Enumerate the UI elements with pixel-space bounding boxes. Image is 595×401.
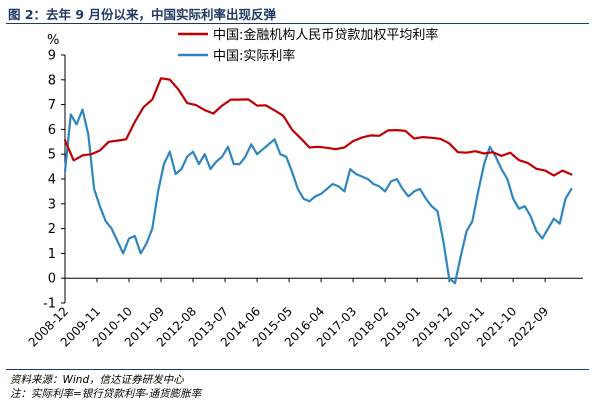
x-axis: 2008-122009-112010-102011-092012-082013-… xyxy=(26,277,583,350)
figure-title: 图 2：去年 9 月份以来，中国实际利率出现反弹 xyxy=(8,7,276,22)
y-tick-label: 0 xyxy=(48,272,56,287)
formula-note: 注：实际利率=银行贷款利率-通货膨胀率 xyxy=(10,388,202,400)
y-tick-label: 5 xyxy=(48,148,56,163)
y-axis: -1 0 1 2 3 4 5 6 7 8 9 xyxy=(43,49,66,312)
title-underline xyxy=(6,23,589,24)
line-chart: -1 0 1 2 3 4 5 6 7 8 9 2008-122009-112010-102011-0… xyxy=(26,27,583,350)
legend-label: 中国:实际利率 xyxy=(213,48,295,64)
y-tick-label: 9 xyxy=(48,49,56,64)
y-tick-label: 1 xyxy=(48,247,56,262)
source-note: 资料来源：Wind，信达证券研发中心 xyxy=(10,374,184,386)
series-line-loan-rate xyxy=(63,77,573,177)
y-tick-label: -1 xyxy=(43,297,56,312)
y-tick-label: 8 xyxy=(48,73,56,88)
series-line-real-rate xyxy=(63,108,573,285)
y-unit-label: % xyxy=(47,33,59,48)
footnote-rule xyxy=(6,369,589,370)
y-tick-label: 4 xyxy=(48,173,56,188)
legend-label: 中国:金融机构人民币贷款加权平均利率 xyxy=(213,27,438,43)
y-tick-label: 7 xyxy=(48,98,56,113)
y-tick-label: 2 xyxy=(48,222,56,237)
y-tick-label: 6 xyxy=(48,123,56,138)
series-layer xyxy=(63,77,573,285)
y-tick-label: 3 xyxy=(48,197,56,212)
